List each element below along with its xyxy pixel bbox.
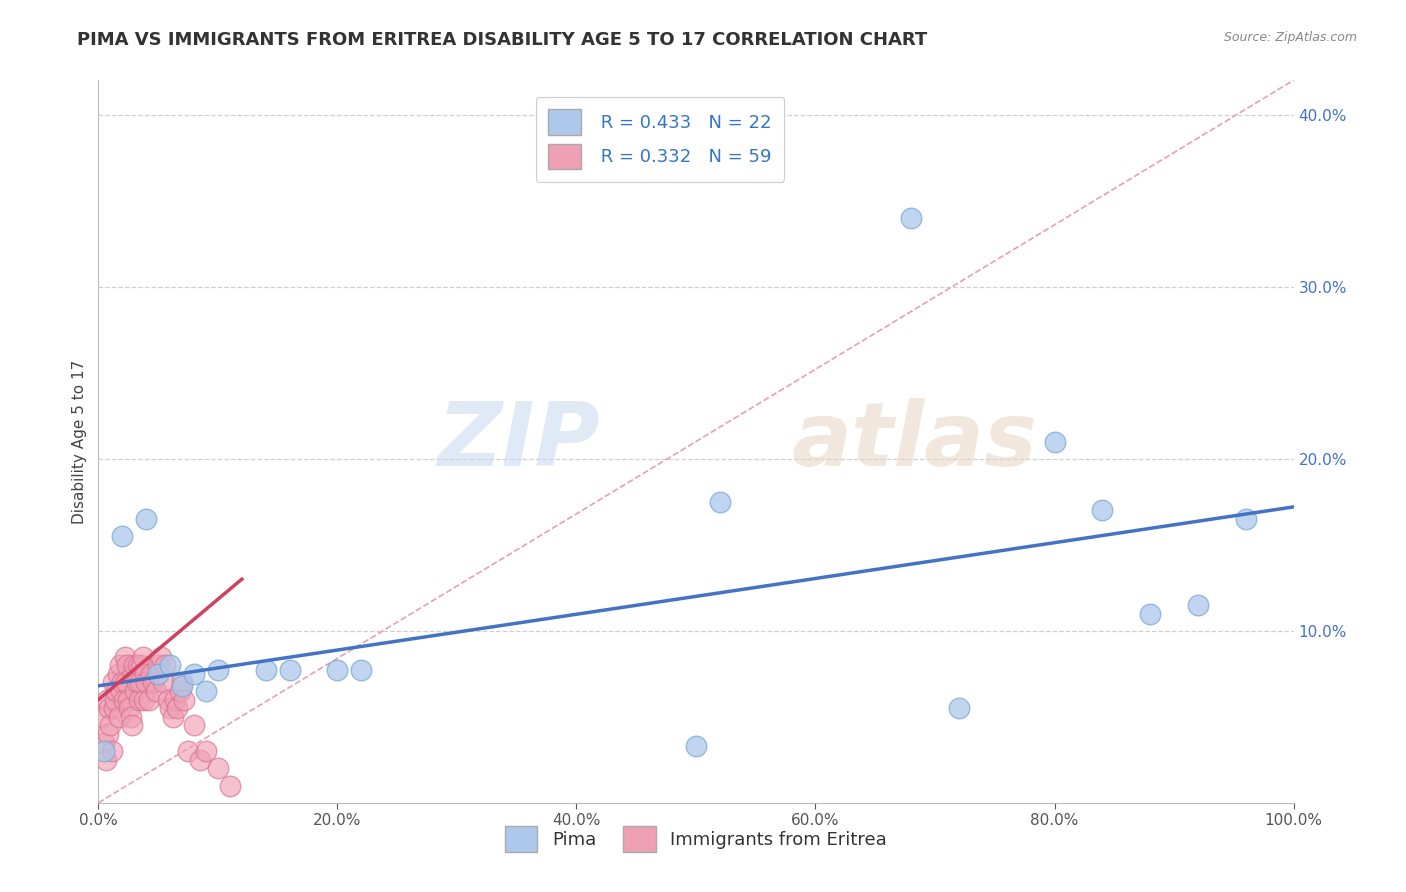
Point bbox=[122, 666, 145, 681]
Point bbox=[100, 744, 122, 758]
Point bbox=[124, 684, 146, 698]
Point bbox=[195, 684, 218, 698]
Point bbox=[172, 679, 194, 693]
Point bbox=[103, 701, 125, 715]
Point bbox=[155, 658, 177, 673]
Point bbox=[1043, 434, 1066, 449]
Point bbox=[1139, 607, 1161, 621]
Point bbox=[105, 684, 128, 698]
Point bbox=[152, 675, 174, 690]
Point bbox=[107, 666, 129, 681]
Point bbox=[166, 701, 188, 715]
Point bbox=[172, 675, 194, 690]
Point bbox=[107, 710, 129, 724]
Point bbox=[108, 658, 131, 673]
Point bbox=[900, 211, 922, 225]
Point bbox=[948, 701, 970, 715]
Point bbox=[111, 675, 134, 690]
Point bbox=[1091, 503, 1114, 517]
Point bbox=[129, 675, 152, 690]
Point bbox=[121, 718, 143, 732]
Point bbox=[163, 692, 186, 706]
Point bbox=[125, 675, 148, 690]
Point bbox=[149, 649, 172, 664]
Point bbox=[138, 692, 160, 706]
Point bbox=[98, 701, 121, 715]
Point bbox=[350, 664, 373, 678]
Point bbox=[145, 684, 167, 698]
Point bbox=[124, 658, 146, 673]
Point bbox=[91, 710, 114, 724]
Point bbox=[101, 675, 124, 690]
Point bbox=[110, 684, 132, 698]
Point bbox=[134, 666, 156, 681]
Text: atlas: atlas bbox=[792, 398, 1038, 485]
Point bbox=[131, 658, 153, 673]
Point bbox=[127, 658, 149, 673]
Point bbox=[159, 658, 181, 673]
Point bbox=[183, 666, 205, 681]
Text: PIMA VS IMMIGRANTS FROM ERITREA DISABILITY AGE 5 TO 17 CORRELATION CHART: PIMA VS IMMIGRANTS FROM ERITREA DISABILI… bbox=[77, 31, 928, 49]
Point bbox=[115, 658, 138, 673]
Text: Source: ZipAtlas.com: Source: ZipAtlas.com bbox=[1223, 31, 1357, 45]
Y-axis label: Disability Age 5 to 17: Disability Age 5 to 17 bbox=[72, 359, 87, 524]
Point bbox=[94, 753, 117, 767]
Point bbox=[278, 664, 301, 678]
Point bbox=[207, 664, 229, 678]
Point bbox=[148, 658, 170, 673]
Text: ZIP: ZIP bbox=[437, 398, 600, 485]
Point bbox=[148, 666, 170, 681]
Point bbox=[142, 675, 165, 690]
Point bbox=[97, 727, 120, 741]
Point bbox=[114, 649, 136, 664]
Point bbox=[120, 710, 142, 724]
Point bbox=[156, 692, 179, 706]
Point bbox=[195, 744, 218, 758]
Point bbox=[104, 692, 127, 706]
Point bbox=[219, 779, 242, 793]
Point bbox=[135, 675, 157, 690]
Point bbox=[173, 692, 195, 706]
Point bbox=[135, 512, 157, 526]
Point bbox=[254, 664, 277, 678]
Point bbox=[685, 739, 707, 753]
Point bbox=[93, 744, 115, 758]
Point bbox=[177, 744, 200, 758]
Point bbox=[326, 664, 349, 678]
Point bbox=[1234, 512, 1257, 526]
Point bbox=[1187, 598, 1209, 612]
Legend: Pima, Immigrants from Eritrea: Pima, Immigrants from Eritrea bbox=[498, 819, 894, 859]
Point bbox=[93, 735, 115, 749]
Point bbox=[159, 701, 181, 715]
Point bbox=[207, 761, 229, 775]
Point bbox=[183, 718, 205, 732]
Point bbox=[709, 494, 731, 508]
Point bbox=[188, 753, 211, 767]
Point bbox=[96, 692, 118, 706]
Point bbox=[131, 649, 153, 664]
Point bbox=[169, 684, 191, 698]
Point bbox=[112, 692, 135, 706]
Point bbox=[139, 666, 162, 681]
Point bbox=[118, 701, 141, 715]
Point bbox=[128, 692, 150, 706]
Point bbox=[111, 529, 134, 543]
Point bbox=[162, 710, 184, 724]
Point bbox=[132, 692, 155, 706]
Point bbox=[98, 718, 122, 732]
Point bbox=[117, 692, 139, 706]
Point bbox=[115, 675, 138, 690]
